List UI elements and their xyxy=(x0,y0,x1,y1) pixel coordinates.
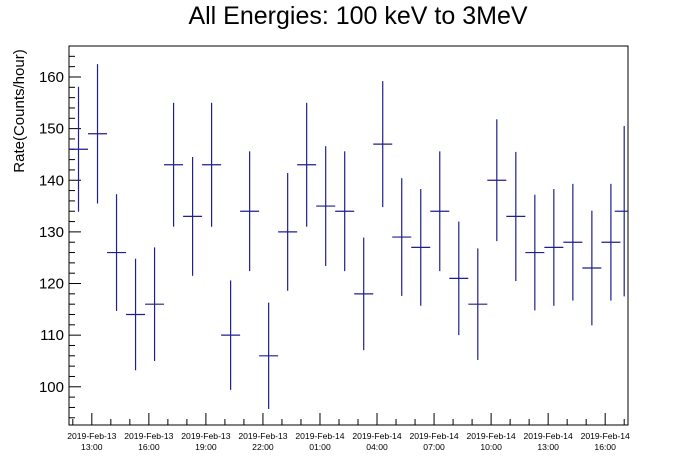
x-tick-label-time: 07:00 xyxy=(423,442,445,452)
data-point xyxy=(373,81,393,208)
x-axis-ticks: 2019-Feb-1313:002019-Feb-1316:002019-Feb… xyxy=(67,413,630,452)
chart-title: All Energies: 100 keV to 3MeV xyxy=(188,2,527,30)
plot-border xyxy=(68,45,629,426)
data-point xyxy=(107,194,127,311)
x-tick-label-time: 13:00 xyxy=(537,442,559,452)
data-point xyxy=(297,102,317,227)
y-tick-label: 140 xyxy=(39,172,64,189)
data-point xyxy=(392,178,412,296)
data-points xyxy=(69,64,628,409)
data-point xyxy=(202,102,222,227)
data-point xyxy=(468,248,488,360)
y-tick-label: 160 xyxy=(39,69,64,86)
x-tick-label-date: 2019-Feb-13 xyxy=(238,431,287,441)
x-tick-label-date: 2019-Feb-14 xyxy=(409,431,458,441)
data-point xyxy=(316,146,336,266)
x-tick-label-date: 2019-Feb-14 xyxy=(295,431,344,441)
x-tick-label-time: 04:00 xyxy=(366,442,388,452)
x-tick-label-date: 2019-Feb-14 xyxy=(352,431,401,441)
data-point xyxy=(126,258,146,371)
y-axis-ticks: 100 110 120 130 140 150 160 xyxy=(39,45,81,419)
y-tick-label: 150 xyxy=(39,121,64,138)
x-tick-label-time: 16:00 xyxy=(138,442,160,452)
x-tick-label-time: 01:00 xyxy=(309,442,331,452)
data-point xyxy=(614,126,628,297)
y-tick-label: 100 xyxy=(39,379,64,396)
x-tick-label-date: 2019-Feb-14 xyxy=(581,431,630,441)
x-tick-label-date: 2019-Feb-14 xyxy=(466,431,515,441)
x-tick-label-time: 10:00 xyxy=(480,442,502,452)
y-axis-label: Rate(Counts/hour) xyxy=(11,49,28,172)
data-point xyxy=(240,151,260,272)
y-tick-label: 130 xyxy=(39,224,64,241)
x-tick-label-time: 22:00 xyxy=(252,442,274,452)
data-point xyxy=(506,151,526,281)
plot-frame xyxy=(68,45,629,426)
data-point xyxy=(145,247,165,361)
y-tick-label: 120 xyxy=(39,276,64,293)
y-tick-label: 110 xyxy=(40,327,64,344)
x-tick-label-date: 2019-Feb-13 xyxy=(67,431,116,441)
data-point xyxy=(278,173,298,291)
x-tick-label-time: 16:00 xyxy=(594,442,616,452)
x-tick-label-time: 19:00 xyxy=(195,442,217,452)
data-point xyxy=(430,151,450,272)
x-tick-label-date: 2019-Feb-13 xyxy=(124,431,173,441)
x-tick-label-time: 13:00 xyxy=(81,442,103,452)
data-point xyxy=(544,189,564,306)
data-point xyxy=(525,194,545,311)
x-tick-label-date: 2019-Feb-13 xyxy=(181,431,230,441)
data-point xyxy=(221,280,241,390)
data-point xyxy=(259,302,279,409)
data-point xyxy=(582,210,602,326)
data-point xyxy=(487,119,507,242)
data-point xyxy=(88,64,108,204)
data-point xyxy=(354,237,374,351)
data-point xyxy=(335,151,355,272)
x-tick-label-date: 2019-Feb-14 xyxy=(524,431,573,441)
data-point xyxy=(69,86,89,212)
data-point xyxy=(183,157,203,276)
data-point xyxy=(411,189,431,306)
data-point xyxy=(601,183,621,301)
data-point xyxy=(563,183,583,301)
data-point xyxy=(164,102,184,227)
data-point xyxy=(449,221,469,336)
